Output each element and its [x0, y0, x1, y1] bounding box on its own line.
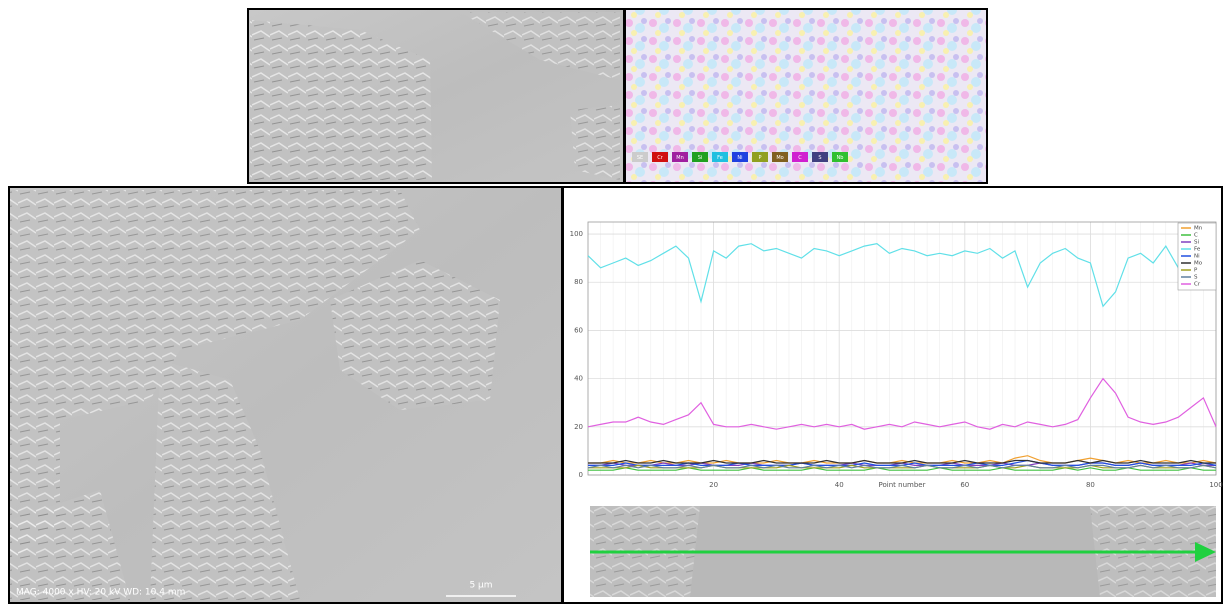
legend-label: Mo — [1194, 261, 1203, 267]
map-legend-label: Cr — [657, 155, 663, 161]
map-legend-label: Mn — [676, 155, 683, 161]
map-legend-label: S — [818, 155, 821, 161]
x-tick-label: 20 — [709, 481, 718, 489]
map-legend-label: Si — [698, 155, 703, 161]
legend-label: Cr — [1194, 282, 1201, 288]
x-tick-label: 80 — [1086, 481, 1095, 489]
legend-label: S — [1194, 275, 1198, 281]
x-tick-label: 40 — [835, 481, 844, 489]
x-axis-label: Point number — [879, 481, 926, 489]
x-tick-label: 100 — [1209, 481, 1222, 489]
legend-label: Si — [1194, 240, 1199, 246]
legend-label: Ni — [1194, 254, 1200, 260]
y-tick-label: 20 — [574, 423, 583, 431]
scale-bar-label: 5 μm — [469, 581, 492, 591]
map-legend-label: P — [758, 155, 761, 161]
y-tick-label: 60 — [574, 326, 583, 334]
map-legend-label: C — [798, 155, 802, 161]
sem-top — [248, 9, 624, 183]
x-tick-label: 60 — [960, 481, 969, 489]
legend-label: Mn — [1194, 226, 1203, 232]
legend-label: Fe — [1194, 247, 1201, 253]
y-tick-label: 0 — [579, 471, 583, 479]
legend-label: C — [1194, 233, 1198, 239]
map-legend-label: Mo — [776, 155, 783, 161]
map-legend-label: Nb — [837, 155, 844, 161]
map-legend-label: SE — [637, 155, 643, 161]
map-legend-label: Fe — [717, 155, 723, 161]
linescan-strip — [590, 506, 1216, 597]
sem-caption: MAG: 4000 x HV: 20 kV WD: 10.4 mm — [16, 588, 185, 598]
y-tick-label: 40 — [574, 375, 583, 383]
figure: SECrMnSiFeNiPMoCSNb MAG: 4000 x HV: 20 k… — [0, 0, 1225, 604]
sem-main: MAG: 4000 x HV: 20 kV WD: 10.4 mm 5 μm — [9, 187, 562, 603]
y-tick-label: 80 — [574, 278, 583, 286]
map-legend-label: Ni — [737, 155, 742, 161]
map-legend: SE Cr Mn Si Fe Ni P Mo C S Nb — [632, 152, 848, 162]
y-tick-label: 100 — [570, 230, 583, 238]
